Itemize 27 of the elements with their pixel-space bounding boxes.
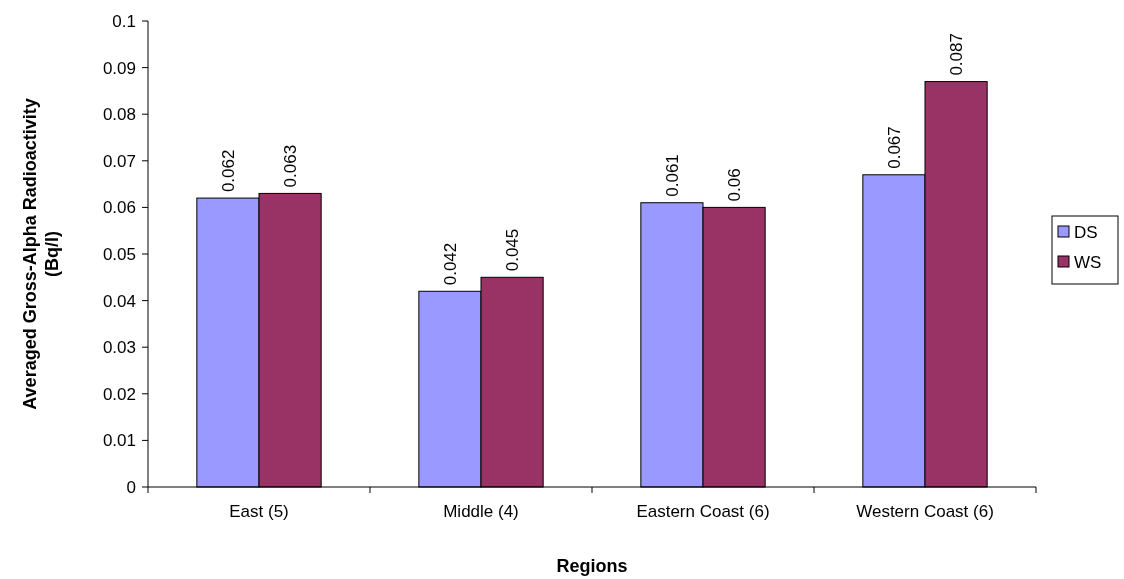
x-tick-label: Western Coast (6) <box>856 502 994 521</box>
y-tick-label: 0.1 <box>112 11 136 31</box>
y-tick-label: 0.04 <box>102 291 136 311</box>
y-tick-label: 0 <box>126 477 136 497</box>
legend-label: WS <box>1074 252 1102 272</box>
data-label: 0.06 <box>725 168 745 202</box>
y-tick-label: 0.09 <box>102 58 136 78</box>
y-tick-label: 0.06 <box>102 198 136 218</box>
y-tick-label: 0.07 <box>102 151 136 171</box>
y-tick-label: 0.08 <box>102 105 136 125</box>
x-axis-title: Regions <box>556 556 628 576</box>
x-tick-label: Eastern Coast (6) <box>636 502 770 521</box>
data-label: 0.045 <box>503 228 523 272</box>
data-label: 0.062 <box>218 149 238 193</box>
y-tick-label: 0.02 <box>102 384 136 404</box>
data-label: 0.087 <box>947 33 967 76</box>
y-tick-label: 0.05 <box>102 244 136 264</box>
data-label: 0.067 <box>884 126 904 169</box>
y-tick-label: 0.01 <box>102 431 136 451</box>
y-tick-label: 0.03 <box>102 338 136 358</box>
data-label: 0.063 <box>281 144 301 188</box>
data-label: 0.061 <box>662 154 682 197</box>
y-axis-title: Averaged Gross-Alpha Radioactivity (Bq/l) <box>20 98 62 410</box>
legend-label: DS <box>1074 222 1098 242</box>
x-tick-label: East (5) <box>229 502 289 521</box>
data-label: 0.042 <box>440 242 460 286</box>
x-tick-label: Middle (4) <box>443 502 519 521</box>
